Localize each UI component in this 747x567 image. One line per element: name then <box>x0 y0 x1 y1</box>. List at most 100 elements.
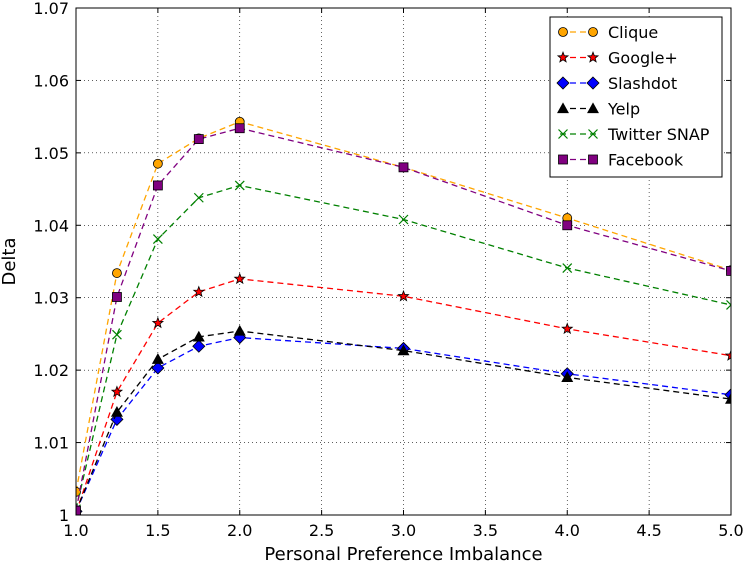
y-tick-label: 1.07 <box>33 0 69 18</box>
x-marker-stroke <box>562 263 573 273</box>
x-marker-stroke <box>588 129 598 139</box>
x-marker-stroke <box>234 180 245 191</box>
data-point-twitter-snap <box>112 329 122 340</box>
x-tick-label: 3.0 <box>391 521 416 540</box>
x-tick-label: 3.5 <box>473 521 498 540</box>
legend-label-twitter-snap: Twitter SNAP <box>607 125 710 144</box>
legend-entry-twitter-snap: Twitter SNAP <box>558 125 710 144</box>
data-point-yelp <box>233 324 246 336</box>
x-marker-stroke <box>112 329 122 340</box>
y-tick-label: 1.01 <box>33 434 69 453</box>
y-tick-label: 1 <box>59 506 69 525</box>
data-point-twitter-snap <box>562 263 573 273</box>
series-line-google- <box>76 278 731 514</box>
x-marker-stroke <box>193 192 204 203</box>
y-tick-label: 1.02 <box>33 361 69 380</box>
y-axis-label: Delta <box>0 237 20 285</box>
series-layer <box>76 116 731 515</box>
legend-marker-facebook <box>588 154 598 165</box>
legend-entry-yelp: Yelp <box>557 100 640 119</box>
series-line-facebook <box>76 127 731 511</box>
data-point-google- <box>724 349 731 361</box>
y-tick-label: 1.03 <box>33 289 69 308</box>
x-tick-label: 4.0 <box>555 521 580 540</box>
x-tick-label: 1.5 <box>145 521 170 540</box>
x-marker-stroke <box>398 214 409 225</box>
x-marker-stroke <box>558 129 568 139</box>
legend-marker-yelp <box>557 102 569 114</box>
data-point-twitter-snap <box>398 214 409 225</box>
data-point-facebook <box>562 220 573 231</box>
x-tick-label: 2.5 <box>309 521 334 540</box>
data-point-clique <box>112 268 122 278</box>
data-point-google- <box>192 285 205 298</box>
legend-marker-twitter-snap <box>588 129 598 139</box>
x-tick-label: 1.0 <box>63 521 88 540</box>
data-point-yelp <box>561 371 574 383</box>
legend-marker-yelp <box>587 102 599 114</box>
data-point-facebook <box>193 134 204 144</box>
y-tick-label: 1.06 <box>33 71 69 90</box>
legend: Clique Google+ Slashdot Yelp Twitter SNAP Fac… <box>549 16 723 178</box>
legend-label-yelp: Yelp <box>607 100 640 119</box>
data-point-facebook <box>234 123 245 134</box>
legend-entry-facebook: Facebook <box>558 151 684 170</box>
x-axis-label: Personal Preference Imbalance <box>264 544 542 565</box>
y-tick-label: 1.04 <box>33 216 69 235</box>
legend-entry-slashdot: Slashdot <box>556 74 677 93</box>
series-google- <box>76 272 731 515</box>
series-line-clique <box>76 121 731 492</box>
axis-ticks: 1.0 1.5 2.0 2.5 3.0 3.5 4.0 4.5 5.0 1 1.01 1.02 1.03… <box>33 0 743 540</box>
legend-marker-google- <box>556 51 570 63</box>
legend-marker-twitter-snap <box>558 129 568 139</box>
data-point-google- <box>151 316 165 329</box>
legend-label-slashdot: Slashdot <box>608 74 677 93</box>
legend-label-clique: Clique <box>608 23 658 42</box>
data-point-clique <box>152 158 163 169</box>
data-point-facebook <box>726 266 731 276</box>
x-marker-stroke <box>152 234 163 244</box>
x-tick-label: 2.0 <box>227 521 252 540</box>
data-point-twitter-snap <box>726 300 731 310</box>
legend-marker-slashdot <box>586 76 600 90</box>
data-point-yelp <box>397 344 410 356</box>
data-point-slashdot <box>151 361 165 375</box>
data-point-facebook <box>152 180 163 191</box>
data-point-google- <box>561 322 574 335</box>
legend-marker-clique <box>558 27 568 37</box>
legend-marker-slashdot <box>556 76 570 90</box>
legend-marker-google- <box>586 51 600 63</box>
data-point-facebook <box>112 292 122 302</box>
y-tick-label: 1.05 <box>33 144 69 163</box>
legend-label-google-: Google+ <box>608 49 678 68</box>
x-tick-label: 5.0 <box>718 521 743 540</box>
x-marker-stroke <box>726 304 731 310</box>
data-point-twitter-snap <box>193 192 204 203</box>
series-line-twitter-snap <box>76 184 731 510</box>
series-line-yelp <box>76 330 731 512</box>
data-point-google- <box>233 272 246 285</box>
data-point-google- <box>397 289 410 302</box>
x-tick-label: 4.5 <box>636 521 661 540</box>
data-point-google- <box>110 385 124 398</box>
legend-label-facebook: Facebook <box>608 151 684 170</box>
legend-marker-facebook <box>558 154 568 165</box>
legend-entry-clique: Clique <box>558 23 658 42</box>
legend-box <box>549 16 723 178</box>
data-point-twitter-snap <box>152 234 163 244</box>
x-marker-stroke <box>726 300 731 306</box>
data-point-yelp <box>192 330 205 342</box>
data-point-facebook <box>398 162 409 173</box>
data-point-twitter-snap <box>234 180 245 191</box>
legend-entry-google-: Google+ <box>556 49 678 68</box>
series-yelp <box>76 324 731 515</box>
data-point-slashdot <box>192 339 206 353</box>
legend-marker-clique <box>588 27 598 37</box>
data-point-yelp <box>110 406 123 417</box>
series-line-slashdot <box>76 336 731 512</box>
series-facebook <box>76 123 731 515</box>
data-point-facebook <box>76 505 81 515</box>
data-point-yelp <box>725 392 731 404</box>
data-point-yelp <box>151 353 164 364</box>
